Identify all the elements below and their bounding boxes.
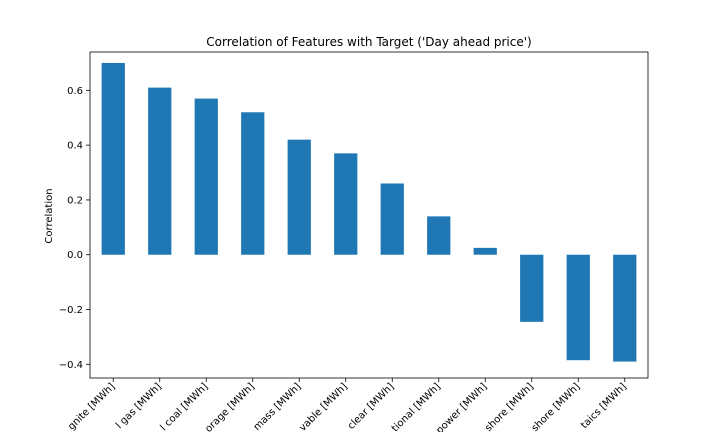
y-axis-label: Correlation	[44, 188, 55, 243]
y-tick-label: −0.4	[59, 360, 83, 371]
x-tick-label: orage [MWh]	[203, 381, 257, 432]
bar-1	[101, 62, 125, 255]
x-tick-label: taics [MWh]	[579, 381, 629, 431]
x-tick-label: shore [MWh]	[530, 381, 583, 432]
chart-title: Correlation of Features with Target ('Da…	[206, 35, 531, 49]
x-tick-label: vable [MWh]	[297, 381, 350, 432]
y-tick-label: 0.0	[67, 250, 83, 261]
bar-7	[380, 183, 404, 255]
bar-5	[287, 139, 311, 255]
x-tick-label: l gas [MWh]	[114, 381, 164, 431]
bar-11	[566, 254, 590, 361]
bar-9	[473, 247, 497, 255]
bar-2	[148, 87, 172, 255]
bar-12	[613, 254, 637, 362]
plot-frame	[89, 51, 649, 379]
x-tick-label: tional [MWh]	[390, 381, 443, 432]
bar-8	[427, 216, 451, 255]
bar-10	[520, 254, 544, 322]
x-tick-label: clear [MWh]	[346, 381, 397, 432]
x-tick-label: shore [MWh]	[483, 381, 536, 432]
bar-3	[194, 98, 218, 255]
y-tick-label: −0.2	[59, 305, 83, 316]
y-tick-label: 0.2	[67, 195, 83, 206]
x-tick-label: mass [MWh]	[252, 381, 304, 432]
x-tick-label: power [MWh]	[434, 381, 489, 432]
bar-6	[334, 153, 358, 255]
x-tick-label: gnite [MWh]	[66, 381, 117, 432]
bar-4	[241, 112, 265, 255]
x-tick-label: l coal [MWh]	[159, 381, 211, 432]
plot-area: −0.4 −0.2 0.0 0.2 0.4 0.6 gnite [MWh]l gas [MW…	[59, 62, 637, 432]
y-tick-label: 0.6	[67, 86, 83, 97]
y-tick-label: 0.4	[67, 141, 83, 152]
